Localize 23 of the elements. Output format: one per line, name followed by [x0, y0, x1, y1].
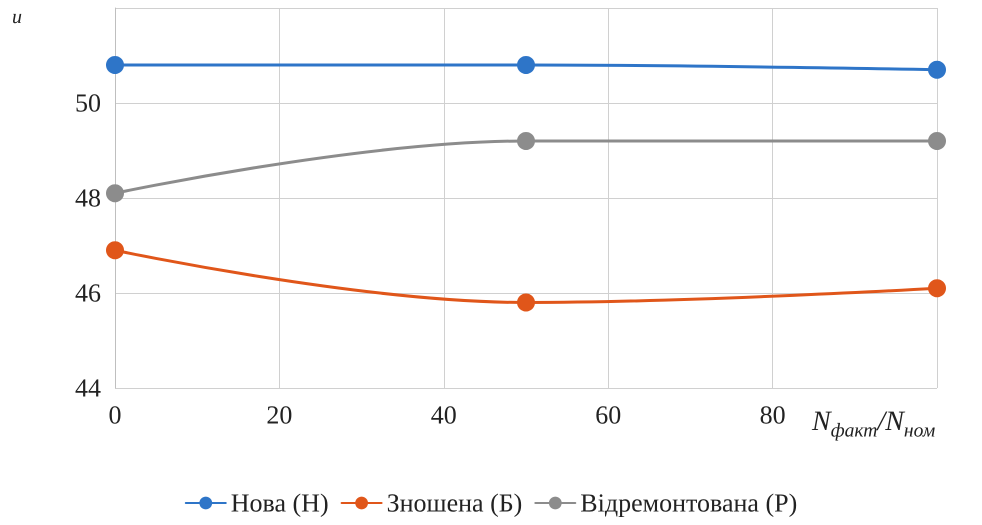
legend-label: Зношена (Б) — [386, 488, 522, 518]
point — [106, 241, 124, 260]
point — [517, 132, 535, 150]
point — [928, 60, 946, 79]
point — [517, 56, 535, 74]
y-tick-label: 44 — [75, 374, 101, 402]
legend-label: Відремонтована (Р) — [580, 488, 798, 518]
y-tick-label: 50 — [75, 88, 101, 118]
point — [106, 56, 124, 74]
legend-label: Нова (Н) — [230, 488, 329, 518]
y-axis-title: u — [12, 6, 22, 29]
x-tick-label: 20 — [266, 400, 292, 430]
x-axis-title: N$_{факт}$/N$_{ном}$ — [812, 406, 936, 443]
point — [517, 294, 535, 312]
x-tick-label: 80 — [760, 400, 786, 430]
y-tick-label: 48 — [75, 184, 101, 212]
x-tick-label: 60 — [595, 400, 622, 430]
point — [928, 279, 946, 298]
point — [106, 184, 124, 202]
x-tick-label: 0 — [108, 400, 122, 430]
x-tick-label: 40 — [430, 400, 457, 430]
point — [928, 132, 946, 150]
y-tick-label: 46 — [75, 278, 101, 308]
